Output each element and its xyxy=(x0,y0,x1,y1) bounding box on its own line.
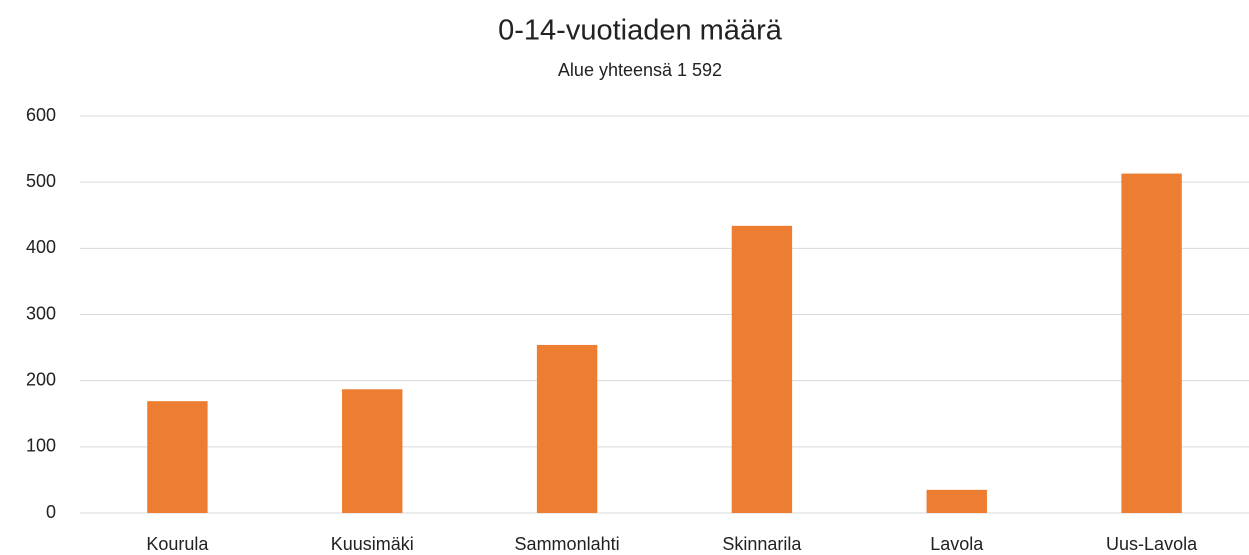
bar xyxy=(342,389,403,513)
x-tick-label: Skinnarila xyxy=(722,534,802,554)
x-tick-label: Kuusimäki xyxy=(331,534,414,554)
bar xyxy=(1121,173,1182,513)
chart-subtitle: Alue yhteensä 1 592 xyxy=(558,60,722,80)
y-tick-label: 200 xyxy=(26,369,56,389)
bar xyxy=(147,401,208,513)
y-tick-label: 300 xyxy=(26,303,56,323)
x-tick-label: Sammonlahti xyxy=(515,534,620,554)
y-tick-label: 0 xyxy=(46,502,56,522)
bar xyxy=(926,489,987,513)
x-tick-label: Uus-Lavola xyxy=(1106,534,1198,554)
y-tick-label: 100 xyxy=(26,436,56,456)
y-tick-label: 600 xyxy=(26,105,56,125)
y-tick-label: 500 xyxy=(26,171,56,191)
y-tick-label: 400 xyxy=(26,237,56,257)
bar xyxy=(536,344,598,513)
x-tick-label: Lavola xyxy=(930,534,984,554)
bar xyxy=(731,225,793,513)
chart-title: 0-14-vuotiaden määrä xyxy=(498,15,783,47)
x-tick-label: Kourula xyxy=(146,534,209,554)
